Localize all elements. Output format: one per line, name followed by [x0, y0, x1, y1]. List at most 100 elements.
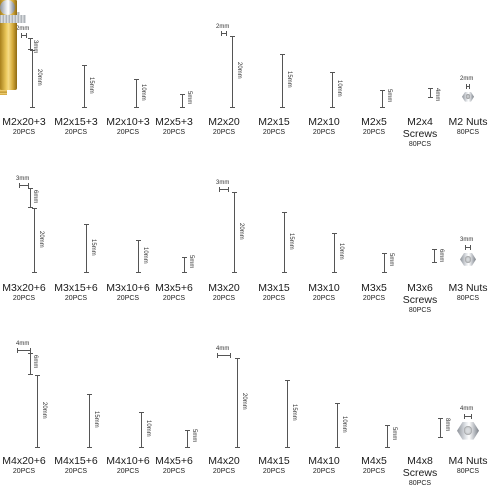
- dimension-line: [329, 72, 335, 108]
- nut-hole: [465, 94, 471, 100]
- part-label: M2x15+3 20PCS: [46, 116, 106, 137]
- part-label: M3 Nuts 80PCS: [438, 282, 498, 303]
- dimension-line: [465, 84, 471, 89]
- dimension-label: 20mm: [35, 69, 42, 86]
- part-quantity: 20PCS: [312, 129, 336, 137]
- dimension-line: [379, 90, 385, 108]
- part-quantity: 20PCS: [64, 295, 88, 303]
- screw-shaft: [0, 15, 26, 23]
- part-name: M4 Nuts: [448, 455, 488, 467]
- dimension-line: [332, 233, 337, 273]
- dimension-label: 2mm: [460, 76, 474, 82]
- part-name: M4x10: [308, 455, 340, 467]
- part-quantity: 20PCS: [312, 468, 336, 476]
- part-name: M4x5+6: [155, 455, 193, 467]
- dimension-label: 2mm: [216, 24, 230, 30]
- part-label: M3x5+6 20PCS: [144, 282, 204, 303]
- part-label: M4x15+6 20PCS: [46, 455, 106, 476]
- dimension-label: 20mm: [235, 62, 242, 79]
- part-label: M2x5 20PCS: [344, 116, 404, 137]
- dimension-label: 20mm: [240, 393, 247, 410]
- dimension-label: 20mm: [238, 222, 244, 240]
- part-label: M2x20+3 20PCS: [0, 116, 54, 137]
- part-quantity: 20PCS: [362, 129, 386, 137]
- dimension-label: 10mm: [335, 80, 342, 97]
- dimension-line: [28, 188, 33, 208]
- part-quantity: 20PCS: [212, 468, 236, 476]
- part-name: M3x15+6: [54, 282, 98, 294]
- dimension-label: 3mm: [216, 180, 230, 186]
- part-quantity: 20PCS: [262, 129, 286, 137]
- part-name: M2x5: [361, 116, 387, 128]
- part-label: M3x10 20PCS: [294, 282, 354, 303]
- dimension-line: [184, 430, 190, 448]
- part-label: M4x15 20PCS: [244, 455, 304, 476]
- dimension-label: 15mm: [90, 238, 96, 256]
- dimension-label: 10mm: [139, 83, 146, 101]
- part-label: M4 Nuts 80PCS: [438, 455, 498, 476]
- part-name: M2x10: [308, 116, 340, 128]
- dimension-label: 5mm: [390, 426, 397, 440]
- part-label: M3x15 20PCS: [244, 282, 304, 303]
- part-name: M4x15: [258, 455, 290, 467]
- dimension-line: [136, 240, 141, 273]
- part-quantity: 20PCS: [212, 129, 236, 137]
- dimension-line: [21, 33, 27, 38]
- part-label: M3x6 Screws 80PCS: [390, 282, 450, 315]
- part-name: M3x20+6: [2, 282, 46, 294]
- part-quantity: 20PCS: [12, 295, 36, 303]
- part-name: M2x4: [407, 116, 433, 128]
- part-name: M2x20+3: [2, 116, 46, 128]
- part-name: M3x6: [407, 282, 433, 294]
- part-name: M3x5+6: [155, 282, 193, 294]
- dimension-label: 10mm: [142, 246, 148, 264]
- part-name: M4x10+6: [106, 455, 150, 467]
- dimension-line: [179, 94, 185, 108]
- dimension-line: [279, 54, 285, 108]
- dimension-line: [382, 253, 387, 273]
- screw-head: [0, 0, 15, 15]
- part-name: M2x15: [258, 116, 290, 128]
- part-label: M2x5+3 20PCS: [144, 116, 204, 137]
- part-label: M3x20 20PCS: [194, 282, 254, 303]
- part-label: M2x10+3 20PCS: [98, 116, 158, 137]
- dimension-line: [432, 249, 437, 263]
- dimension-line: [29, 50, 35, 108]
- part-name: M3x15: [258, 282, 290, 294]
- part-name: M2 Nuts: [448, 116, 488, 128]
- dimension-label: 6mm: [438, 249, 444, 263]
- dimension-line: [28, 38, 33, 50]
- part-label: M4x5 20PCS: [344, 455, 404, 476]
- dimension-line: [284, 380, 290, 448]
- part-label: M4x20 20PCS: [194, 455, 254, 476]
- dimension-label: 15mm: [290, 404, 297, 421]
- part-group-m4x8: 8mm M4x8 Screws 80PCS: [0, 0, 450, 487]
- dimension-label: 15mm: [92, 411, 99, 428]
- dimension-line: [133, 79, 139, 108]
- part-quantity: 20PCS: [262, 468, 286, 476]
- part-quantity: 80PCS: [408, 307, 432, 315]
- part-quantity: 20PCS: [64, 129, 88, 137]
- part-name: M4x20+6: [2, 455, 46, 467]
- part-name: M4x5: [361, 455, 387, 467]
- dimension-label: 15mm: [285, 71, 292, 88]
- dimension-line: [34, 375, 40, 448]
- dimension-label: 5mm: [190, 429, 197, 443]
- part-name-line2: Screws: [402, 467, 438, 480]
- dimension-label: 15mm: [288, 232, 294, 250]
- part-label: M2x10 20PCS: [294, 116, 354, 137]
- dimension-label: 10mm: [144, 420, 151, 437]
- dimension-line: [81, 65, 87, 108]
- part-name: M2x5+3: [155, 116, 193, 128]
- part-label: M2x20 20PCS: [194, 116, 254, 137]
- dimension-line: [217, 353, 231, 358]
- part-label: M3x10+6 20PCS: [98, 282, 158, 303]
- dimension-line: [221, 31, 227, 36]
- dimension-line: [19, 183, 29, 188]
- dimension-line: [438, 418, 443, 438]
- dimension-label: 4mm: [460, 406, 474, 412]
- dimension-line: [428, 88, 433, 98]
- nut-hole: [463, 426, 473, 436]
- dimension-line: [84, 224, 89, 273]
- part-name: M4x8: [407, 455, 433, 467]
